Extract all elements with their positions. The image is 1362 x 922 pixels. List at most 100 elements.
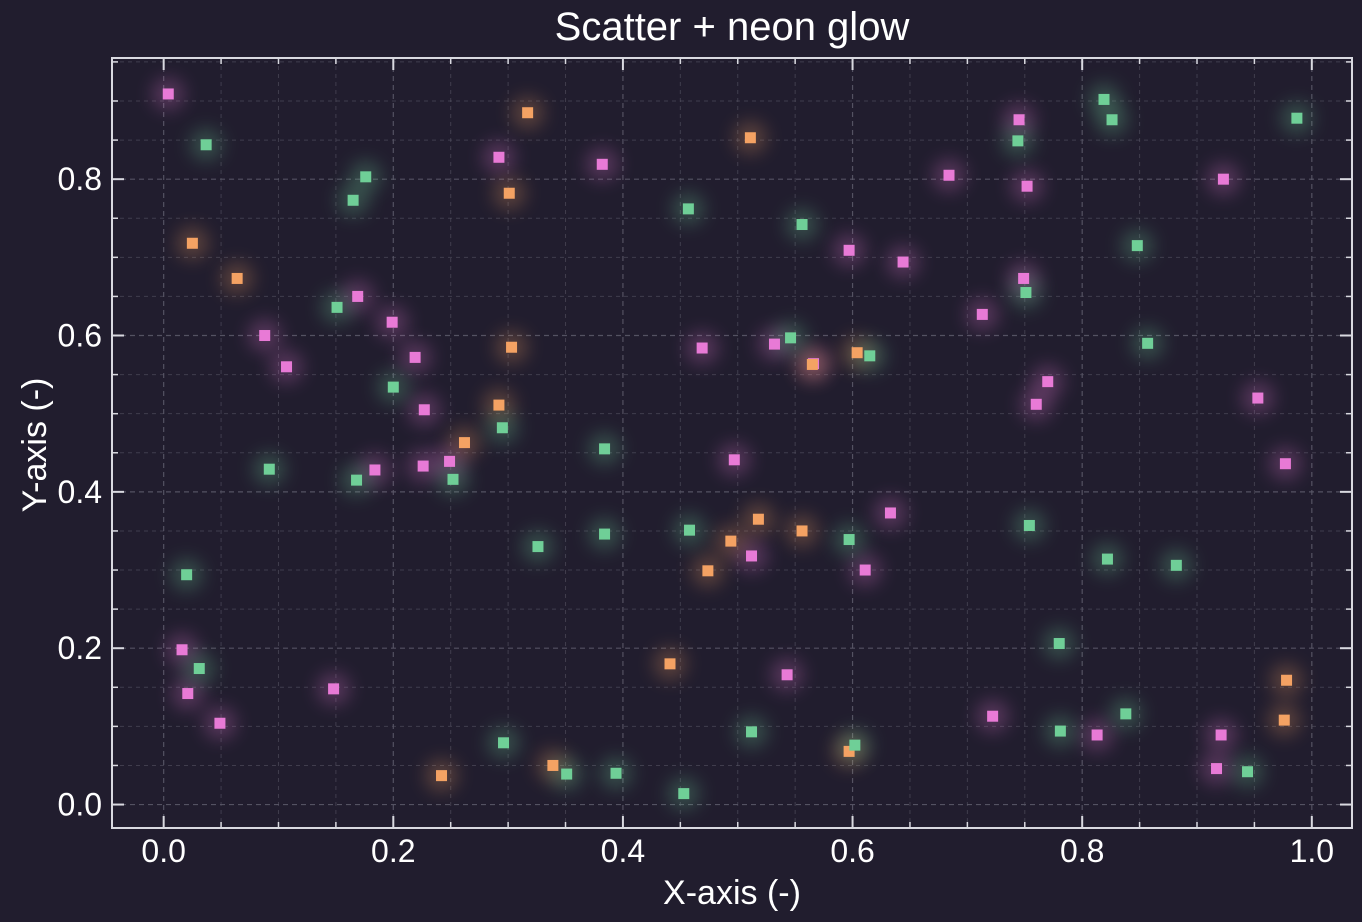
scatter-point [1142, 337, 1154, 349]
scatter-point [843, 534, 855, 546]
scatter-point [1278, 714, 1290, 726]
x-tick-label: 0.0 [141, 833, 185, 869]
scatter-point [752, 513, 764, 525]
scatter-point [1091, 729, 1103, 741]
scatter-point [785, 332, 797, 344]
x-tick-label: 0.4 [601, 833, 645, 869]
scatter-point [1291, 112, 1303, 124]
scatter-point [746, 550, 758, 562]
scatter-point [263, 463, 275, 475]
y-tick-label: 0.6 [58, 318, 102, 354]
scatter-point [1131, 240, 1143, 252]
scatter-point [532, 541, 544, 553]
scatter-point [684, 524, 696, 536]
chart-title: Scatter + neon glow [555, 5, 910, 49]
scatter-point [259, 330, 271, 342]
scatter-point [1215, 729, 1227, 741]
scatter-point [1012, 135, 1024, 147]
scatter-point [725, 535, 737, 547]
scatter-point [347, 194, 359, 206]
scatter-point [447, 473, 459, 485]
scatter-point [796, 219, 808, 231]
scatter-point [884, 507, 896, 519]
scatter-point [444, 455, 456, 467]
scatter-point [328, 683, 340, 695]
scatter-point [458, 437, 470, 449]
scatter-point [214, 717, 226, 729]
scatter-point [547, 759, 559, 771]
glow-layer [152, 77, 1313, 810]
scatter-point [746, 726, 758, 738]
scatter-point [503, 187, 515, 199]
points-layer [162, 88, 1303, 800]
scatter-point [360, 171, 372, 183]
scatter-point [181, 569, 193, 581]
scatter-point [496, 422, 508, 434]
scatter-point [417, 460, 429, 472]
scatter-point [1020, 287, 1032, 299]
y-axis-label: Y-axis (-) [16, 378, 54, 513]
scatter-point [1242, 766, 1254, 778]
scatter-point [1030, 398, 1042, 410]
scatter-point [1106, 114, 1118, 126]
scatter-point [843, 745, 855, 757]
scatter-point [1279, 458, 1291, 470]
scatter-point [162, 88, 174, 100]
scatter-point [561, 768, 573, 780]
scatter-point [596, 158, 608, 170]
scatter-point [987, 710, 999, 722]
scatter-point [1170, 559, 1182, 571]
scatter-point [436, 770, 448, 782]
scatter-point [386, 316, 398, 328]
scatter-point [1211, 763, 1223, 775]
scatter-point [352, 290, 364, 302]
y-tick-label: 0.0 [58, 787, 102, 823]
scatter-point [351, 474, 363, 486]
scatter-point [522, 107, 534, 119]
scatter-point [506, 341, 518, 353]
scatter-point [281, 361, 293, 373]
scatter-point [200, 139, 212, 151]
y-tick-label: 0.8 [58, 161, 102, 197]
x-tick-label: 1.0 [1290, 833, 1334, 869]
scatter-point [696, 342, 708, 354]
y-tick-label: 0.2 [58, 630, 102, 666]
scatter-point [943, 169, 955, 181]
x-tick-label: 0.6 [830, 833, 874, 869]
scatter-point [176, 644, 188, 656]
scatter-point [897, 256, 909, 268]
scatter-point [702, 565, 714, 577]
scatter-point [231, 272, 243, 284]
grid [112, 58, 1352, 828]
scatter-point [849, 739, 861, 751]
scatter-point [1120, 708, 1132, 720]
scatter-point [1053, 638, 1065, 650]
x-tick-label: 0.2 [371, 833, 415, 869]
scatter-point [610, 767, 622, 779]
y-tick-label: 0.4 [58, 474, 102, 510]
scatter-point [768, 338, 780, 350]
scatter-point [728, 454, 740, 466]
scatter-point [859, 564, 871, 576]
scatter-point [186, 237, 198, 249]
scatter-point [843, 244, 855, 256]
scatter-point [1281, 674, 1293, 686]
scatter-point [781, 669, 793, 681]
scatter-point [193, 663, 205, 675]
scatter-point [851, 347, 863, 359]
scatter-point [498, 737, 510, 749]
scatter-point [1054, 725, 1066, 737]
scatter-point [1101, 553, 1113, 565]
scatter-point [1021, 180, 1033, 192]
scatter-point [1018, 272, 1030, 284]
scatter-point [806, 358, 818, 370]
scatter-point [1042, 376, 1054, 388]
scatter-point [682, 203, 694, 215]
scatter-point [409, 351, 421, 363]
scatter-point [182, 688, 194, 700]
scatter-point [1252, 392, 1264, 404]
scatter-point [369, 464, 381, 476]
